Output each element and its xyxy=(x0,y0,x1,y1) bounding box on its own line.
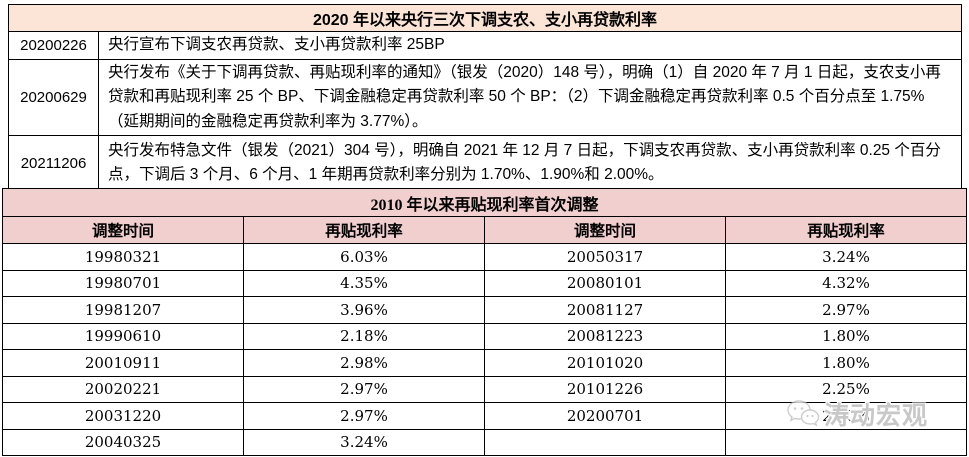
table2-title: 2010 年以来再贴现利率首次调整 xyxy=(2,188,967,217)
table2-rate-cell: 2.98% xyxy=(243,349,485,377)
table2-title-row: 2010 年以来再贴现利率首次调整 xyxy=(2,188,967,217)
table2-row: 20010911 2.98% 20101020 1.80% xyxy=(2,349,967,377)
table2-rate-cell: 1.80% xyxy=(725,349,967,377)
table2-date-cell: 20200701 xyxy=(484,402,726,430)
table2-date-cell: 20050317 xyxy=(484,243,726,271)
table2-date-cell: 20020221 xyxy=(2,375,244,403)
table2-rate-cell: 2.97% xyxy=(725,296,967,324)
table1-date-cell: 20200629 xyxy=(8,58,99,136)
table1-description-cell: 央行宣布下调支农再贷款、支小再贷款利率 25BP xyxy=(98,31,962,60)
table2-header-rediscount-rate-left: 再贴现利率 xyxy=(243,216,485,244)
table2-row: 19981207 3.96% 20081127 2.97% xyxy=(2,296,967,324)
table2-rate-cell: 6.03% xyxy=(243,243,485,271)
table2-header-adjust-time-left: 调整时间 xyxy=(2,216,244,244)
table2-rate-cell: 4.32% xyxy=(725,269,967,297)
table2-rate-cell: 3.96% xyxy=(243,296,485,324)
table2-date-cell: 20101020 xyxy=(484,349,726,377)
table2-row: 20040325 3.24% xyxy=(2,428,967,456)
table2-header-row: 调整时间 再贴现利率 调整时间 再贴现利率 xyxy=(2,216,967,244)
table2-row: 20020221 2.97% 20101226 2.25% xyxy=(2,375,967,403)
table2-date-cell: 20081223 xyxy=(484,322,726,350)
table2-date-cell: 20101226 xyxy=(484,375,726,403)
table1-description-cell: 央行发布《关于下调再贷款、再贴现利率的通知》（银发（2020）148 号），明确… xyxy=(98,58,962,136)
table1-title-row: 2020 年以来央行三次下调支农、支小再贷款利率 xyxy=(8,4,962,32)
table2-header-adjust-time-right: 调整时间 xyxy=(484,216,726,244)
table2-date-cell: 19980701 xyxy=(2,269,244,297)
table2-date-cell: 19981207 xyxy=(2,296,244,324)
table2-rate-cell: 3.24% xyxy=(243,428,485,456)
table1-date-cell: 20211206 xyxy=(8,135,99,191)
table2-date-cell: 20040325 xyxy=(2,428,244,456)
table2-date-cell: 20081127 xyxy=(484,296,726,324)
table2-rate-cell: 2.97% xyxy=(243,375,485,403)
table1-row: 20211206 央行发布特急文件（银发（2021）304 号），明确自 2021… xyxy=(8,135,962,191)
table2-date-cell: 20031220 xyxy=(2,402,244,430)
table1-row: 20200226 央行宣布下调支农再贷款、支小再贷款利率 25BP xyxy=(8,31,962,60)
table2-date-cell: 20010911 xyxy=(2,349,244,377)
table2-date-cell: 19990610 xyxy=(2,322,244,350)
table2-rate-cell: 3.24% xyxy=(725,243,967,271)
table2-rate-cell: 2.97% xyxy=(243,402,485,430)
table2-row: 19980321 6.03% 20050317 3.24% xyxy=(2,243,967,271)
table1-row: 20200629 央行发布《关于下调再贷款、再贴现利率的通知》（银发（2020）1… xyxy=(8,58,962,136)
table2-date-cell: 20080101 xyxy=(484,269,726,297)
table1-title: 2020 年以来央行三次下调支农、支小再贷款利率 xyxy=(8,4,962,32)
rediscount-rate-table: 2010 年以来再贴现利率首次调整 调整时间 再贴现利率 调整时间 再贴现利率 … xyxy=(2,188,967,456)
table2-date-cell xyxy=(484,428,726,456)
table2-date-cell: 19980321 xyxy=(2,243,244,271)
table2-row: 20031220 2.97% 20200701 2.00% xyxy=(2,402,967,430)
relending-rate-cuts-table: 2020 年以来央行三次下调支农、支小再贷款利率 20200226 央行宣布下调支… xyxy=(8,4,962,191)
table1-date-cell: 20200226 xyxy=(8,31,99,60)
table2-header-rediscount-rate-right: 再贴现利率 xyxy=(725,216,967,244)
table2-rate-cell: 1.80% xyxy=(725,322,967,350)
table2-rate-cell: 2.18% xyxy=(243,322,485,350)
table2-rate-cell: 2.25% xyxy=(725,375,967,403)
table2-rate-cell: 4.35% xyxy=(243,269,485,297)
table2-rate-cell: 2.00% xyxy=(725,402,967,430)
table1-description-cell: 央行发布特急文件（银发（2021）304 号），明确自 2021 年 12 月 … xyxy=(98,135,962,191)
table2-rate-cell xyxy=(725,428,967,456)
table2-row: 19980701 4.35% 20080101 4.32% xyxy=(2,269,967,297)
table2-row: 19990610 2.18% 20081223 1.80% xyxy=(2,322,967,350)
